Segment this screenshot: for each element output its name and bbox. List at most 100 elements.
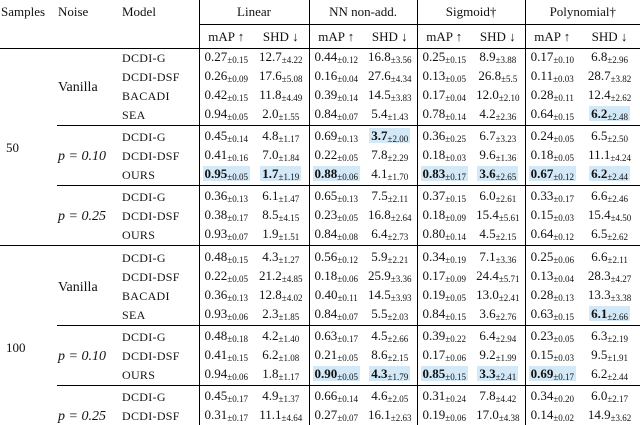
value-cell: 0.36±0.13 [198,287,253,306]
value-cell: 0.13±0.05 [416,68,472,87]
std-value: ±2.48 [607,112,629,122]
mean-value: 6.2 [262,347,279,362]
value-cell: 0.64±0.15 [524,106,580,126]
std-value: ±0.06 [553,255,575,265]
value-box: 5.9±2.21 [369,249,410,265]
value-box: 0.94±0.06 [203,366,250,382]
value-cell: 0.11±0.03 [524,68,580,87]
metric-header: SHD ↓ [363,24,418,49]
value-box: 7.1±3.36 [477,249,518,265]
mean-value: 16.8 [368,207,391,222]
mean-value: 0.69 [530,366,554,381]
std-value: ±4.49 [281,93,303,103]
mean-value: 4.8 [262,128,279,143]
value-box: 0.23±0.05 [313,207,360,223]
value-cell: 0.18±0.09 [416,207,472,226]
std-value: ±2.96 [607,55,629,65]
value-cell: 0.33±0.17 [524,185,580,207]
value-box: 0.83±0.17 [420,166,468,182]
mean-value: 0.48 [204,328,228,343]
mean-value: 6.4 [371,226,388,241]
mean-value: 0.37 [422,188,446,203]
std-value: ±0.15 [227,55,248,65]
std-value: ±1.17 [278,372,300,382]
mean-value: 0.56 [314,249,338,264]
mean-value: 0.90 [314,366,338,381]
mean-value: 6.5 [591,128,608,143]
table-row: p = 0.25 DCDI-G 0.36±0.13 6.1±1.47 0.65±0.13… [0,185,640,246]
value-box: 2.3±1.85 [260,306,301,322]
std-value: ±2.19 [607,334,629,344]
value-box: 0.48±0.18 [203,328,250,344]
std-value: ±1.55 [278,112,300,122]
mean-value: 21.2 [259,268,282,283]
value-box: 0.18±0.03 [421,147,468,163]
table-body: 50 Vanilla DCDI-G 0.27±0.15 12.7±4.22 0.44±0.… [0,48,640,425]
mean-value: 0.18 [314,268,338,283]
mean-value: 14.5 [368,87,391,102]
mean-value: 7.0 [262,147,279,162]
value-cell: 0.31±0.17 [198,407,253,425]
mean-value: 0.65 [314,188,338,203]
mean-value: 7.8 [479,388,496,403]
mean-value: 0.84 [314,306,338,321]
header-model: Model [122,4,156,20]
std-value: ±0.11 [337,293,358,303]
std-value: ±1.17 [278,134,300,144]
value-cell: 0.84±0.07 [308,106,364,126]
mean-value: 0.33 [530,188,554,203]
value-box: 24.4±5.71 [474,268,521,284]
value-box: 0.28±0.11 [529,87,576,103]
value-cell: 0.48±0.15 [198,245,253,268]
std-value: ±4.15 [278,213,300,223]
mean-value: 0.93 [204,226,228,241]
mean-value: 0.48 [204,249,228,264]
mean-value: 0.63 [314,328,338,343]
std-value: ±0.14 [445,232,466,242]
value-cell: 26.8±5.5 [471,68,525,87]
model-cell: BACADI [122,89,170,103]
std-value: ±2.64 [390,213,412,223]
mean-value: 3.6 [479,306,496,321]
value-box: 0.18±0.09 [421,207,468,223]
mean-value: 0.38 [204,207,228,222]
value-cell: 0.41±0.16 [198,147,253,166]
mean-value: 16.8 [368,49,391,64]
value-cell: 0.69±0.13 [308,125,364,147]
value-box: 26.8±5.5 [476,68,519,84]
std-value: ±0.03 [553,213,575,223]
value-box: 0.44±0.12 [313,49,360,65]
std-value: ±2.21 [387,255,409,265]
value-box: 0.11±0.03 [529,68,576,84]
std-value: ±1.91 [607,353,629,363]
value-cell: 11.1±4.64 [253,407,309,425]
std-value: ±3.82 [610,74,632,84]
value-cell: 6.4±2.94 [471,325,526,347]
std-value: ±0.05 [553,334,575,344]
value-box: 16.8±3.56 [366,49,413,65]
mean-value: 0.78 [422,106,446,121]
value-cell: 0.45±0.17 [198,385,253,407]
std-value: ±5.5 [501,74,518,84]
std-value: ±1.40 [278,334,300,344]
std-value: ±0.05 [227,172,248,182]
value-box: 0.19±0.06 [421,407,468,423]
value-cell: 6.1±2.66 [579,306,640,326]
model-cell: OURS [122,168,156,182]
noise-cell: p = 0.10 [57,325,121,386]
value-box: 0.84±0.07 [313,306,360,322]
value-cell: 16.8±2.64 [363,207,417,226]
value-cell: 0.17±0.09 [416,268,472,287]
mean-value: 6.2 [591,166,608,181]
mean-value: 0.83 [422,166,446,181]
value-box: 0.13±0.05 [421,68,468,84]
mean-value: 0.63 [530,306,554,321]
std-value: ±4.24 [610,153,632,163]
value-box: 0.85±0.15 [420,366,468,382]
std-value: ±2.62 [607,232,629,242]
value-box: 0.63±0.15 [529,306,576,322]
mean-value: 0.44 [314,49,338,64]
std-value: ±0.15 [553,312,575,322]
value-cell: 3.7±2.00 [363,125,418,147]
table-row: DCDI-DSF 0.22±0.05 21.2±4.85 0.18±0.06 25.9±… [0,268,640,287]
